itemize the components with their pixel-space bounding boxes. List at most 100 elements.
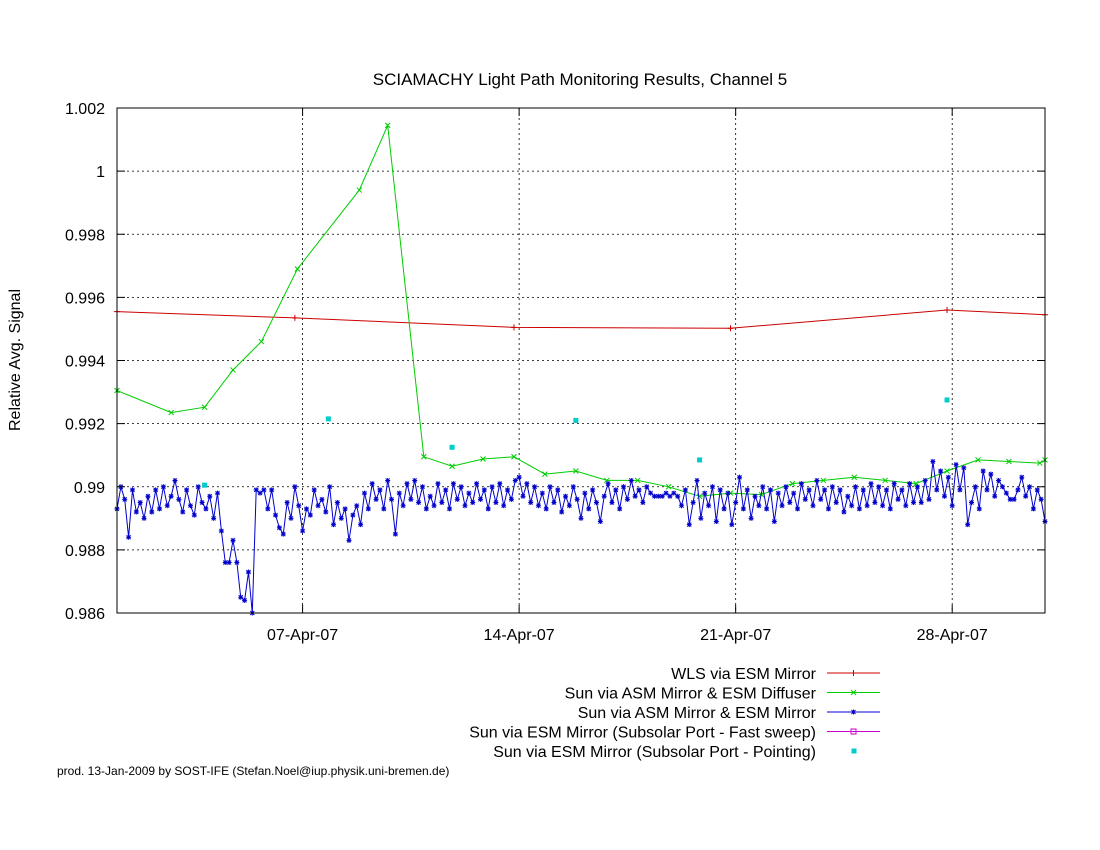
y-tick-label: 0.996 bbox=[65, 290, 105, 307]
asm-mirror-point bbox=[1003, 490, 1009, 496]
asm-mirror-point bbox=[307, 512, 313, 518]
asm-mirror-point bbox=[122, 496, 128, 502]
asm-mirror-point bbox=[969, 500, 975, 506]
asm-diffuser-point bbox=[542, 471, 548, 477]
asm-mirror-point bbox=[694, 477, 700, 483]
asm-mirror-point bbox=[377, 487, 383, 493]
asm-diffuser-point bbox=[384, 122, 391, 129]
asm-mirror-point bbox=[972, 484, 978, 490]
y-tick-label: 1 bbox=[96, 164, 105, 181]
asm-mirror-point bbox=[412, 477, 418, 483]
asm-mirror-point bbox=[775, 490, 781, 496]
x-tick-label: 28-Apr-07 bbox=[917, 627, 988, 644]
asm-mirror-point bbox=[126, 534, 132, 540]
asm-diffuser-point bbox=[480, 456, 486, 462]
asm-mirror-point bbox=[706, 503, 712, 509]
asm-diffuser-point bbox=[294, 266, 301, 272]
asm-mirror-point bbox=[914, 484, 920, 490]
asm-diffuser-point bbox=[356, 187, 363, 193]
asm-mirror-point bbox=[419, 484, 425, 490]
asm-mirror-point bbox=[532, 484, 538, 490]
asm-mirror-point bbox=[702, 490, 708, 496]
asm-mirror-point bbox=[988, 471, 994, 477]
asm-mirror-point bbox=[303, 506, 309, 512]
asm-mirror-point bbox=[617, 506, 623, 512]
y-tick-label: 0.992 bbox=[65, 417, 105, 434]
asm-mirror-point bbox=[767, 487, 773, 493]
asm-mirror-point bbox=[1011, 496, 1017, 502]
legend-marker bbox=[850, 728, 857, 735]
asm-mirror-point bbox=[191, 512, 197, 518]
asm-mirror-point bbox=[435, 481, 441, 487]
asm-mirror-point bbox=[593, 500, 599, 506]
asm-mirror-point bbox=[535, 503, 541, 509]
asm-mirror-point bbox=[133, 509, 139, 515]
asm-mirror-point bbox=[543, 506, 549, 512]
asm-mirror-point bbox=[265, 506, 271, 512]
asm-mirror-point bbox=[273, 512, 279, 518]
asm-mirror-point bbox=[574, 496, 580, 502]
asm-mirror-point bbox=[841, 509, 847, 515]
asm-mirror-point bbox=[512, 477, 518, 483]
asm-mirror-point bbox=[903, 503, 909, 509]
asm-mirror-point bbox=[798, 481, 804, 487]
asm-mirror-point bbox=[423, 506, 429, 512]
asm-mirror-point bbox=[404, 481, 410, 487]
asm-mirror-point bbox=[354, 503, 360, 509]
asm-mirror-point bbox=[242, 597, 248, 603]
asm-mirror-point bbox=[528, 500, 534, 506]
asm-diffuser-point bbox=[820, 477, 827, 484]
asm-mirror-point bbox=[203, 506, 209, 512]
asm-diffuser-point bbox=[882, 477, 889, 484]
asm-mirror-point bbox=[984, 487, 990, 493]
asm-mirror-point bbox=[675, 493, 681, 499]
asm-mirror-point bbox=[292, 484, 298, 490]
asm-mirror-point bbox=[725, 490, 731, 496]
legend-label: Sun via ESM Mirror (Subsolar Port - Poin… bbox=[493, 744, 816, 761]
asm-mirror-point bbox=[597, 518, 603, 524]
asm-mirror-point bbox=[230, 537, 236, 543]
asm-mirror-point bbox=[582, 490, 588, 496]
asm-mirror-point bbox=[601, 493, 607, 499]
asm-mirror-point bbox=[779, 503, 785, 509]
asm-diffuser-point bbox=[258, 338, 265, 345]
y-axis-label: Relative Avg. Signal bbox=[7, 289, 24, 431]
asm-diffuser-point bbox=[696, 493, 703, 500]
asm-mirror-point bbox=[814, 477, 820, 483]
asm-mirror-point bbox=[137, 500, 143, 506]
asm-mirror-point bbox=[938, 468, 944, 474]
asm-mirror-point bbox=[338, 515, 344, 521]
series-asm-diffuser bbox=[114, 122, 1048, 500]
asm-mirror-point bbox=[926, 496, 932, 502]
asm-diffuser-point bbox=[572, 468, 579, 474]
asm-mirror-point bbox=[408, 496, 414, 502]
series-layer bbox=[114, 122, 1048, 616]
asm-mirror-point bbox=[640, 500, 646, 506]
asm-mirror-point bbox=[493, 500, 499, 506]
asm-mirror-point bbox=[787, 500, 793, 506]
asm-mirror-point bbox=[887, 506, 893, 512]
asm-mirror-point bbox=[215, 490, 221, 496]
footer-credit: prod. 13-Jan-2009 by SOST-IFE (Stefan.No… bbox=[57, 764, 449, 778]
asm-mirror-point bbox=[586, 506, 592, 512]
asm-mirror-point bbox=[350, 512, 356, 518]
asm-mirror-point bbox=[1027, 484, 1033, 490]
asm-mirror-point bbox=[226, 560, 232, 565]
asm-mirror-point bbox=[129, 487, 135, 493]
ticks: 0.986 0.988 0.99 0.992 0.994 0.996 0.998 1 1.002… bbox=[65, 101, 1045, 644]
asm-mirror-point bbox=[153, 487, 159, 493]
pointing-point bbox=[697, 457, 703, 463]
asm-mirror-point bbox=[195, 484, 201, 490]
y-tick-label: 0.99 bbox=[74, 480, 105, 497]
asm-mirror-point bbox=[659, 493, 665, 499]
asm-mirror-point bbox=[1023, 493, 1029, 499]
asm-mirror-point bbox=[621, 484, 627, 490]
asm-mirror-point bbox=[450, 481, 456, 487]
x-tick-label: 14-Apr-07 bbox=[484, 627, 555, 644]
legend-label: Sun via ASM Mirror & ESM Diffuser bbox=[565, 686, 817, 703]
asm-mirror-point bbox=[1019, 474, 1025, 480]
asm-mirror-point bbox=[365, 506, 371, 512]
asm-mirror-point bbox=[1030, 506, 1036, 512]
asm-mirror-point bbox=[636, 487, 642, 493]
asm-mirror-point bbox=[369, 481, 375, 487]
